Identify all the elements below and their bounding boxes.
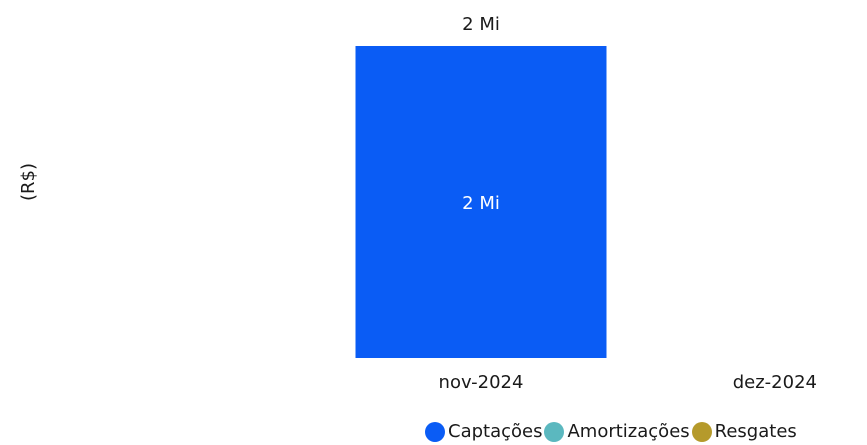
bar-0-0[interactable] [355, 46, 607, 358]
legend-swatch-captacoes [425, 422, 445, 442]
legend-item-captacoes[interactable]: Captações [425, 421, 542, 443]
legend-label-amortizacoes: Amortizações [567, 421, 690, 442]
x-tick-label-1: dez-2024 [733, 372, 817, 393]
labels-layer: 2 Mi 2 Mi [462, 14, 500, 214]
chart-legend: Captações Amortizações Resgates [425, 421, 799, 443]
bars-layer [355, 46, 607, 358]
bar-value-label-0-0: 2 Mi [462, 193, 500, 214]
bar-total-label-0: 2 Mi [462, 14, 500, 35]
legend-label-captacoes: Captações [448, 421, 543, 442]
legend-label-resgates: Resgates [714, 421, 797, 442]
legend-item-resgates[interactable]: Resgates [691, 421, 797, 443]
x-axis-ticks: nov-2024 dez-2024 [439, 372, 817, 393]
legend-item-amortizacoes[interactable]: Amortizações [544, 421, 690, 443]
x-tick-label-0: nov-2024 [439, 372, 524, 393]
legend-swatch-resgates [691, 422, 712, 442]
legend-swatch-amortizacoes [544, 422, 565, 442]
y-axis-label: (R$) [18, 163, 39, 201]
